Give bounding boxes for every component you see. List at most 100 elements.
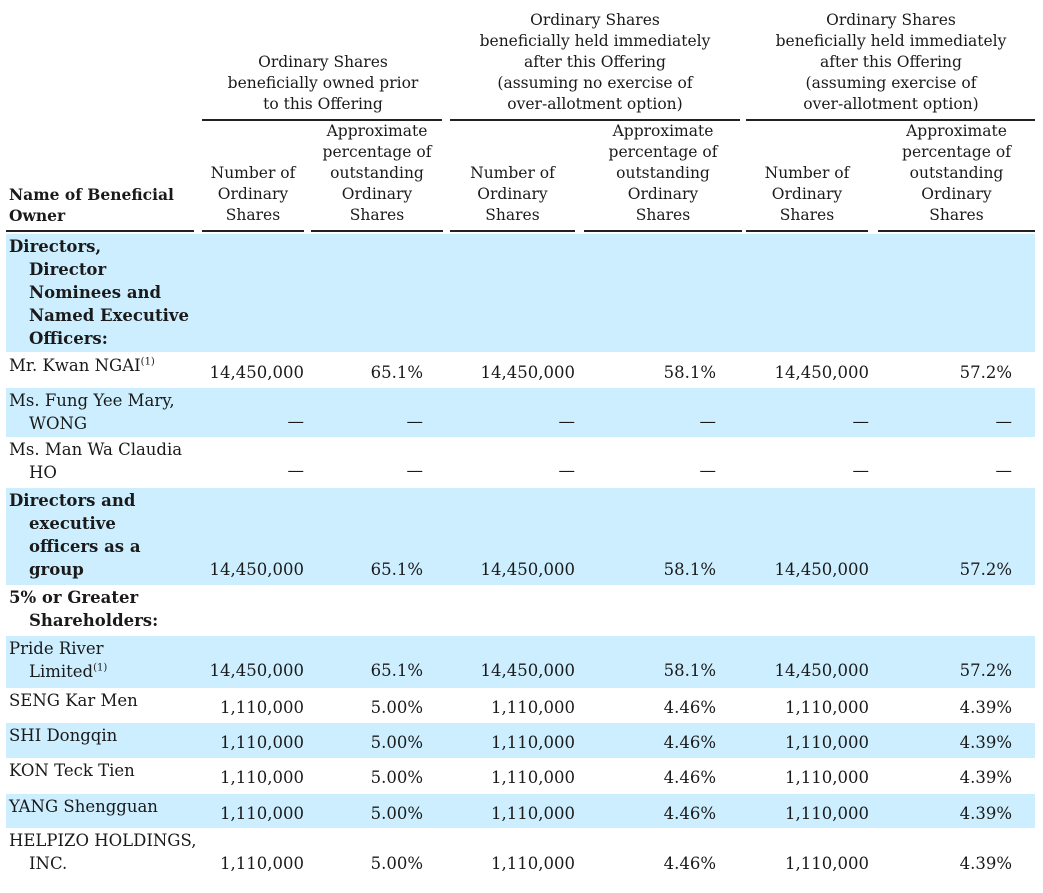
shares-number-cell: — <box>558 461 576 480</box>
shares-percentage-cell: 4.46% <box>663 804 716 823</box>
shares-number-cell: 14,450,000 <box>480 560 575 579</box>
column-rule-pct-1 <box>311 230 443 232</box>
owner-name-text: Ms. Fung Yee Mary, WONG <box>9 391 175 433</box>
shares-percentage-cell: — <box>699 412 717 431</box>
shares-percentage-cell: 57.2% <box>959 363 1012 382</box>
shares-number-cell: 14,450,000 <box>774 363 869 382</box>
shares-number-cell: 1,110,000 <box>785 733 869 752</box>
owner-name: Mr. Kwan NGAI(1) <box>9 354 219 377</box>
column-header-name: Name of Beneficial Owner <box>9 185 174 225</box>
shares-percentage-cell: — <box>995 412 1013 431</box>
group-rule-1 <box>202 119 442 121</box>
shares-number-cell: 1,110,000 <box>220 768 304 787</box>
column-rule-number-3 <box>746 230 868 232</box>
shares-number-cell: 14,450,000 <box>209 661 304 680</box>
row-shading <box>6 794 1035 828</box>
shares-percentage-cell: 5.00% <box>370 854 423 873</box>
shares-number-cell: 14,450,000 <box>209 363 304 382</box>
shares-number-cell: 1,110,000 <box>491 804 575 823</box>
shares-percentage-cell: 65.1% <box>370 661 423 680</box>
shares-percentage-cell: 5.00% <box>370 804 423 823</box>
owner-name: SHI Dongqin <box>9 724 219 747</box>
shares-percentage-cell: 58.1% <box>663 363 716 382</box>
column-rule-name <box>6 230 194 232</box>
shares-number-cell: 1,110,000 <box>220 854 304 873</box>
group-header-after-exercise: Ordinary Shares beneficially held immedi… <box>775 11 1007 113</box>
shares-percentage-cell: 4.46% <box>663 854 716 873</box>
column-header-pct-1: Approximate percentage of outstanding Or… <box>322 122 432 224</box>
shares-percentage-cell: 5.00% <box>370 768 423 787</box>
owner-name-text: Mr. Kwan NGAI <box>9 356 141 375</box>
owner-name: Directors, Director Nominees and Named E… <box>9 235 219 350</box>
shares-percentage-cell: 57.2% <box>959 560 1012 579</box>
column-header-number-1: Number of Ordinary Shares <box>210 164 296 224</box>
group-header-after-no-exercise: Ordinary Shares beneficially held immedi… <box>479 11 711 113</box>
shares-percentage-cell: 4.46% <box>663 733 716 752</box>
shares-percentage-cell: — <box>406 461 424 480</box>
owner-name: SENG Kar Men <box>9 689 219 712</box>
group-rule-2 <box>450 119 740 121</box>
owner-name: Directors and executive officers as a gr… <box>9 489 219 581</box>
column-rule-pct-2 <box>584 230 742 232</box>
shares-number-cell: — <box>287 412 305 431</box>
owner-name: YANG Shengguan <box>9 795 219 818</box>
shares-number-cell: 1,110,000 <box>220 804 304 823</box>
owner-name-text: HELPIZO HOLDINGS, INC. <box>9 831 197 873</box>
shares-number-cell: — <box>852 461 870 480</box>
shares-percentage-cell: 4.46% <box>663 768 716 787</box>
shares-number-cell: 1,110,000 <box>785 768 869 787</box>
shares-number-cell: 1,110,000 <box>220 698 304 717</box>
owner-name-text: KON Teck Tien <box>9 761 135 780</box>
owner-name: Pride River Limited(1) <box>9 637 219 683</box>
shares-percentage-cell: 4.46% <box>663 698 716 717</box>
group-header-prior: Ordinary Shares beneficially owned prior… <box>227 53 419 113</box>
owner-name-text: Pride River Limited <box>9 639 104 681</box>
column-header-number-2: Number of Ordinary Shares <box>470 164 555 224</box>
column-header-pct-2: Approximate percentage of outstanding Or… <box>608 122 718 224</box>
owner-name-text: Directors and executive officers as a gr… <box>9 491 141 579</box>
shares-number-cell: 1,110,000 <box>785 804 869 823</box>
shares-percentage-cell: 4.39% <box>959 768 1012 787</box>
shares-percentage-cell: 4.39% <box>959 854 1012 873</box>
owner-name-text: SENG Kar Men <box>9 691 138 710</box>
shares-percentage-cell: 65.1% <box>370 560 423 579</box>
shares-percentage-cell: 5.00% <box>370 733 423 752</box>
shares-percentage-cell: 4.39% <box>959 698 1012 717</box>
shares-number-cell: 1,110,000 <box>491 733 575 752</box>
owner-name-text: Ms. Man Wa Claudia HO <box>9 440 183 482</box>
row-shading <box>6 234 1035 352</box>
owner-name: 5% or Greater Shareholders: <box>9 586 219 632</box>
owner-name: Ms. Fung Yee Mary, WONG <box>9 389 219 435</box>
shares-percentage-cell: 4.39% <box>959 733 1012 752</box>
column-rule-number-2 <box>450 230 575 232</box>
shares-number-cell: — <box>852 412 870 431</box>
footnote-marker: (1) <box>93 662 108 674</box>
group-rule-3 <box>746 119 1035 121</box>
shares-number-cell: 14,450,000 <box>209 560 304 579</box>
column-rule-number-1 <box>202 230 304 232</box>
shares-percentage-cell: 65.1% <box>370 363 423 382</box>
shares-percentage-cell: 4.39% <box>959 804 1012 823</box>
shares-number-cell: 1,110,000 <box>220 733 304 752</box>
shares-number-cell: 1,110,000 <box>491 698 575 717</box>
shares-number-cell: 14,450,000 <box>774 560 869 579</box>
shares-number-cell: 1,110,000 <box>491 854 575 873</box>
owner-name-text: YANG Shengguan <box>9 797 158 816</box>
shares-percentage-cell: — <box>406 412 424 431</box>
shares-percentage-cell: — <box>995 461 1013 480</box>
row-shading <box>6 723 1035 758</box>
shares-percentage-cell: 58.1% <box>663 661 716 680</box>
shares-number-cell: 14,450,000 <box>774 661 869 680</box>
shares-number-cell: 1,110,000 <box>785 698 869 717</box>
footnote-marker: (1) <box>140 356 155 368</box>
column-rule-pct-3 <box>878 230 1035 232</box>
owner-name-text: 5% or Greater Shareholders: <box>9 588 159 630</box>
row-shading <box>6 388 1035 437</box>
shares-percentage-cell: — <box>699 461 717 480</box>
shares-percentage-cell: 57.2% <box>959 661 1012 680</box>
owner-name-text: SHI Dongqin <box>9 726 118 745</box>
owner-name: HELPIZO HOLDINGS, INC. <box>9 829 219 875</box>
shares-number-cell: — <box>287 461 305 480</box>
owner-name: Ms. Man Wa Claudia HO <box>9 438 219 484</box>
shares-number-cell: 14,450,000 <box>480 661 575 680</box>
